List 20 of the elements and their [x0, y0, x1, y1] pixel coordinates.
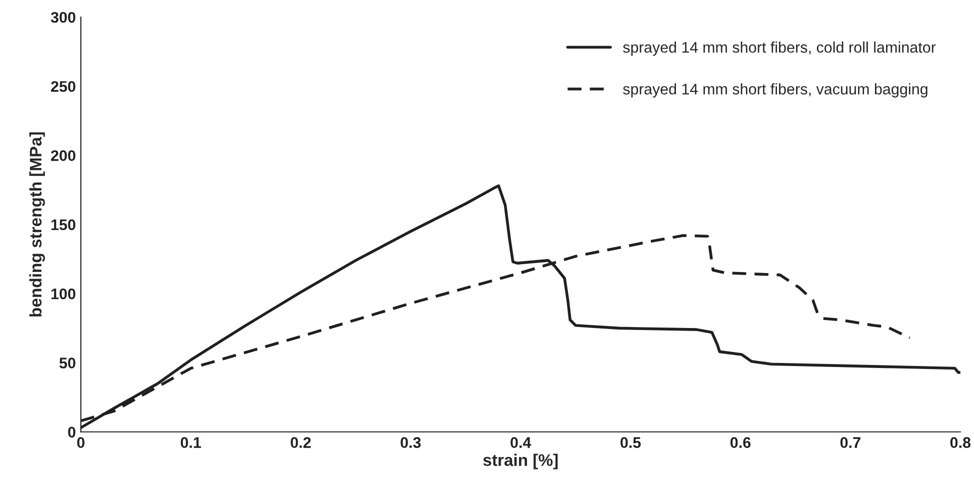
y-tick-label: 50 — [59, 358, 76, 368]
x-tick-label: 0.1 — [180, 437, 201, 448]
legend-label: sprayed 14 mm short fibers, vacuum bagging — [623, 83, 928, 98]
y-tick-label: 250 — [51, 81, 76, 92]
x-tick-label: 0 — [77, 437, 84, 448]
x-tick-label: 0.3 — [400, 437, 421, 448]
y-axis-title: bending strength [MPa] — [29, 132, 45, 316]
y-tick-label: 100 — [51, 288, 76, 300]
x-tick-label: 0.6 — [730, 437, 751, 448]
x-tick-label: 0.8 — [950, 437, 971, 448]
y-tick-label: 300 — [50, 12, 76, 23]
legend-label: sprayed 14 mm short fibers, cold roll laminator — [623, 42, 936, 56]
x-tick-label: 0.7 — [840, 437, 860, 448]
x-axis-title: strain [%] — [483, 454, 558, 470]
y-tick-label: 150 — [51, 219, 76, 230]
x-tick-label: 0.2 — [290, 437, 311, 448]
y-tick-label: 200 — [51, 150, 76, 162]
y-tick-label: 0 — [68, 426, 76, 438]
x-tick-label: 0.5 — [620, 437, 641, 448]
x-tick-label: 0.4 — [510, 437, 532, 448]
